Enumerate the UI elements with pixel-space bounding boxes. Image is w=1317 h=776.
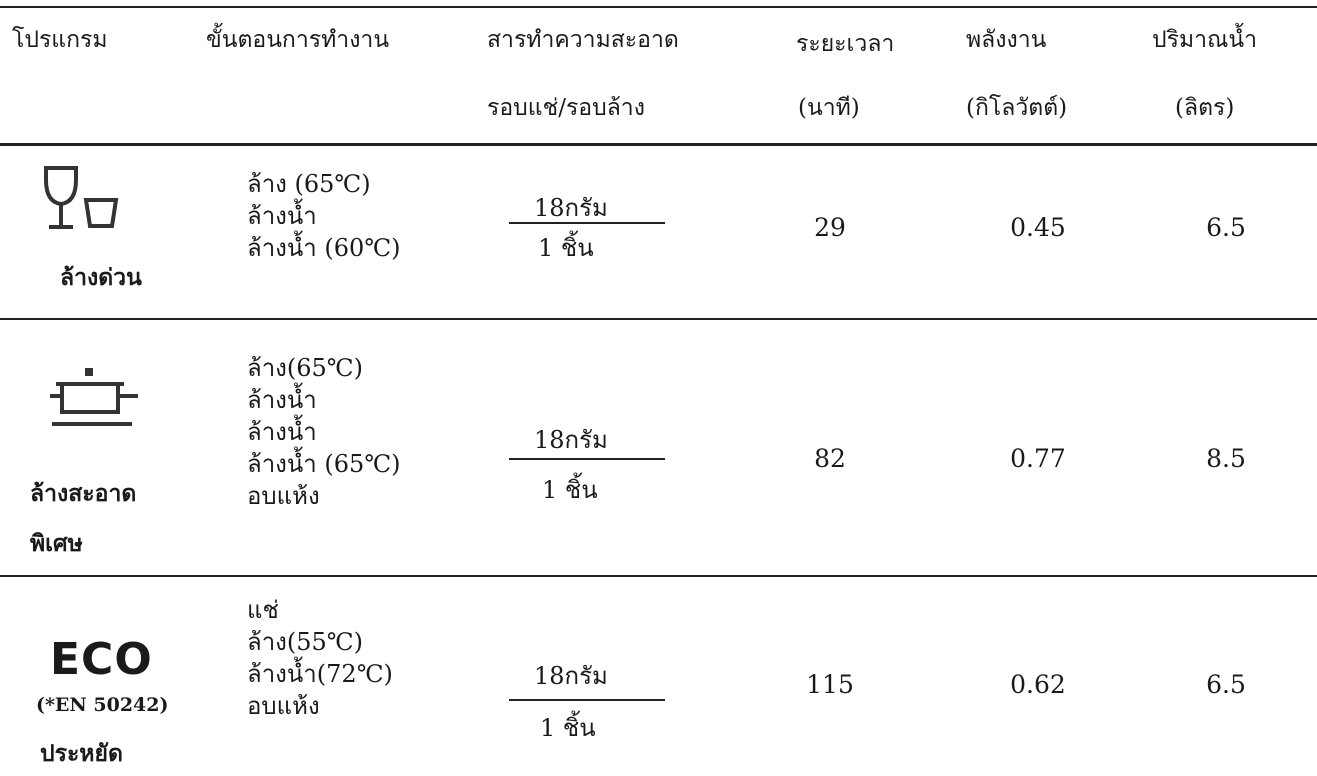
row1-step-2: ล้างน้ำ	[247, 202, 317, 230]
row3-water: 6.5	[1206, 670, 1246, 699]
row1-program-label: ล้างด่วน	[60, 265, 142, 291]
header-water-line1: ปริมาณน้ำ	[1152, 27, 1258, 53]
row3-step-3: ล้างน้ำ(72℃)	[247, 660, 393, 688]
row1-water: 6.5	[1206, 213, 1246, 242]
row2-detergent-pre: 1 ชิ้น	[542, 476, 598, 504]
row3-detergent-divider	[509, 699, 665, 701]
row2-water: 8.5	[1206, 444, 1246, 473]
row1-step-1: ล้าง (65℃)	[247, 170, 371, 198]
header-steps: ขั้นตอนการทำงาน	[206, 27, 390, 53]
glass-cup-icon	[42, 164, 122, 234]
row3-step-2: ล้าง(55℃)	[247, 628, 364, 656]
header-duration-line1: ระยะเวลา	[796, 31, 895, 57]
row2-energy: 0.77	[1010, 444, 1066, 473]
eco-icon: ECO	[50, 634, 153, 685]
row1-detergent-divider	[509, 222, 665, 224]
row3-standard-ref: (*EN 50242)	[36, 694, 169, 716]
row3-duration: 115	[806, 670, 854, 699]
header-water-line2: (ลิตร)	[1175, 95, 1235, 121]
row2-duration: 82	[814, 444, 846, 473]
row2-step-3: ล้างน้ำ	[247, 418, 317, 446]
header-duration-line2: (นาที)	[798, 95, 860, 121]
row1-steps: ล้าง (65℃) ล้างน้ำ ล้างน้ำ (60℃)	[247, 168, 401, 264]
row3-steps: แช่ ล้าง(55℃) ล้างน้ำ(72℃) อบแห้ง	[247, 594, 393, 722]
header-detergent-line2: รอบแช่/รอบล้าง	[487, 95, 645, 121]
row1-energy: 0.45	[1010, 213, 1066, 242]
row2-step-1: ล้าง(65℃)	[247, 354, 364, 382]
row2-program-label-line2: พิเศษ	[30, 531, 83, 557]
pot-icon	[48, 366, 140, 436]
header-energy-line2: (กิโลวัตต์)	[966, 95, 1068, 121]
top-rule	[0, 6, 1317, 8]
row2-steps: ล้าง(65℃) ล้างน้ำ ล้างน้ำ ล้างน้ำ (65℃) …	[247, 352, 401, 512]
header-energy-line1: พลังงาน	[966, 27, 1047, 53]
row2-step-4: ล้างน้ำ (65℃)	[247, 450, 401, 478]
header-detergent-line1: สารทำความสะอาด	[487, 27, 679, 53]
row3-detergent-pre: 1 ชิ้น	[540, 714, 596, 742]
row2-step-5: อบแห้ง	[247, 482, 320, 510]
header-rule	[0, 143, 1317, 146]
row3-step-4: อบแห้ง	[247, 692, 320, 720]
row3-program-label: ประหยัด	[40, 741, 123, 767]
row3-step-1: แช่	[247, 596, 279, 624]
row2-detergent-divider	[509, 458, 665, 460]
row1-detergent-main: 18กรัม	[534, 194, 608, 222]
row-divider-2	[0, 575, 1317, 577]
row-divider-1	[0, 318, 1317, 320]
row1-step-3: ล้างน้ำ (60℃)	[247, 234, 401, 262]
header-program: โปรแกรม	[12, 27, 108, 53]
row2-program-label-line1: ล้างสะอาด	[30, 481, 137, 507]
row2-detergent-main: 18กรัม	[534, 426, 608, 454]
row3-energy: 0.62	[1010, 670, 1066, 699]
row1-duration: 29	[814, 213, 846, 242]
row3-detergent-main: 18กรัม	[534, 662, 608, 690]
row2-step-2: ล้างน้ำ	[247, 386, 317, 414]
row1-detergent-pre: 1 ชิ้น	[538, 234, 594, 262]
